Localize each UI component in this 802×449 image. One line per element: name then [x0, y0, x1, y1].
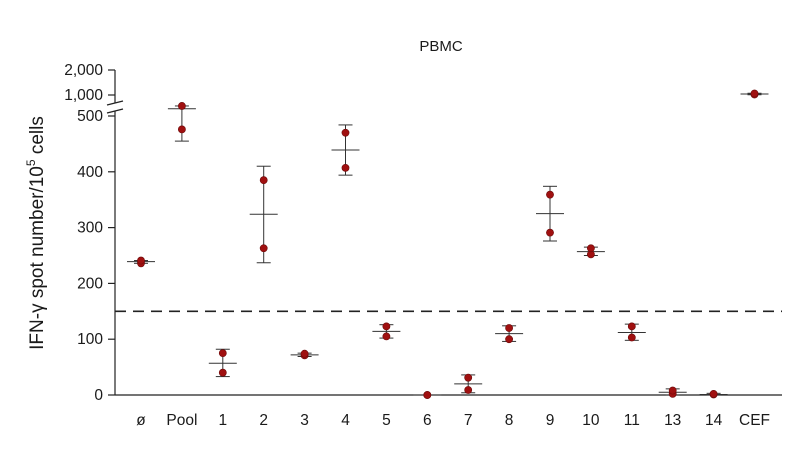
data-point — [382, 322, 391, 331]
data-point — [464, 373, 473, 382]
data-group — [208, 348, 237, 378]
data-group — [331, 124, 360, 176]
data-group — [249, 165, 278, 264]
data-group — [740, 89, 769, 99]
x-tick-label: 13 — [664, 412, 681, 429]
data-point — [546, 190, 554, 199]
data-point — [259, 244, 268, 253]
y-axis-label-main: IFN-γ spot number/10 — [27, 166, 48, 350]
x-tick-label: Pool — [166, 412, 197, 429]
axis-break-mark-bottom — [106, 108, 124, 114]
y-tick-label: 300 — [77, 220, 103, 237]
data-point — [423, 391, 432, 399]
y-tick-label: 500 — [77, 108, 103, 125]
data-groups — [127, 89, 769, 399]
data-point — [750, 89, 759, 98]
x-tick-label: 4 — [341, 412, 350, 429]
y-tick-label: 200 — [77, 275, 103, 292]
x-tick-label: CEF — [739, 412, 770, 429]
data-point — [259, 176, 268, 185]
data-group — [372, 322, 401, 341]
data-point — [668, 386, 677, 395]
data-point — [177, 102, 186, 110]
data-point — [218, 368, 227, 377]
y-axis-label-exponent: 5 — [24, 159, 38, 166]
data-group — [127, 256, 155, 268]
data-point — [177, 125, 186, 134]
axes — [106, 70, 782, 396]
x-tick-label: 3 — [300, 412, 309, 429]
x-tick-label: 14 — [705, 412, 723, 429]
x-tick-label: 7 — [464, 412, 473, 429]
data-point — [627, 322, 636, 331]
y-axis-label: IFN-γ spot number/105 cells — [24, 116, 48, 350]
x-tick-label: 6 — [423, 412, 432, 429]
data-group — [617, 322, 646, 342]
y-ticks: 0 100 200 300 400 500 1,000 2,000 — [64, 62, 115, 404]
chart-title: PBMC — [419, 38, 463, 55]
data-group — [699, 389, 728, 399]
x-tick-label: 10 — [582, 412, 600, 429]
data-group — [536, 185, 564, 242]
data-group — [413, 391, 442, 399]
data-group — [167, 102, 196, 142]
axis-break-mark-top — [106, 100, 124, 106]
data-point — [505, 335, 513, 344]
data-point — [137, 256, 145, 265]
data-group — [290, 349, 319, 360]
x-tick-label: 8 — [505, 412, 514, 429]
x-tick-label: 2 — [259, 412, 268, 429]
y-tick-label: 1,000 — [64, 87, 103, 104]
data-point — [627, 333, 636, 342]
y-tick-label: 100 — [77, 331, 103, 348]
data-point — [464, 386, 473, 394]
x-tick-label: 5 — [382, 412, 391, 429]
data-group — [495, 324, 524, 344]
x-tick-label: ø — [136, 412, 146, 429]
data-point — [546, 228, 554, 237]
data-point — [505, 324, 513, 332]
x-tick-label: 9 — [546, 412, 555, 429]
data-point — [382, 332, 391, 341]
y-tick-label: 2,000 — [64, 62, 103, 79]
data-point — [341, 128, 350, 137]
data-group — [454, 373, 483, 394]
x-tick-label: 1 — [218, 412, 227, 429]
data-point — [300, 349, 309, 358]
data-point — [709, 389, 718, 398]
y-tick-label: 0 — [94, 387, 103, 404]
x-tick-labels: ø Pool 1 2 3 4 5 6 7 8 9 10 11 13 14 CEF — [136, 412, 770, 429]
data-point — [218, 349, 227, 358]
y-tick-label: 400 — [77, 164, 103, 181]
y-axis-label-suffix: cells — [27, 116, 48, 159]
x-tick-label: 11 — [624, 412, 640, 429]
data-point — [341, 163, 350, 172]
data-group — [658, 386, 687, 398]
data-group — [576, 244, 605, 259]
data-point — [587, 244, 595, 253]
